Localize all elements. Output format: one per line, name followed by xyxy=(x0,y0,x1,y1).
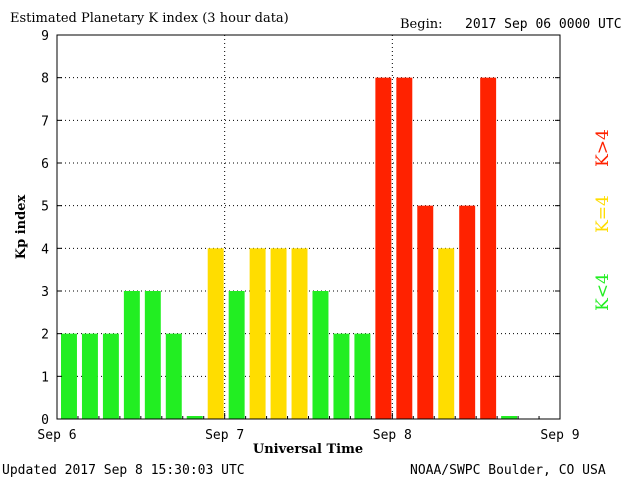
bars: Sep 6 00: 2Sep 6 03: 2Sep 6 06: 2Sep 6 0… xyxy=(61,77,518,420)
kp-bar: Sep 7 12: 3 xyxy=(312,291,329,419)
x-tick-label: Sep 9 xyxy=(540,428,579,443)
kp-bar: Sep 7 09: 4 xyxy=(291,248,308,419)
kp-bar: Sep 7 21: 8 xyxy=(375,77,392,420)
kp-bar: Sep 7 15: 2 xyxy=(333,333,350,419)
kp-bar: Sep 8 15: 0 xyxy=(501,416,518,419)
grid-lines xyxy=(57,35,560,419)
y-tick-label: 5 xyxy=(41,200,49,215)
x-axis-label: Universal Time xyxy=(253,442,363,457)
x-tick-label: Sep 6 xyxy=(37,428,76,443)
x-tick-label: Sep 8 xyxy=(373,428,412,443)
kp-bar: Sep 7 00: 3 xyxy=(228,291,245,419)
y-tick-label: 0 xyxy=(41,413,49,428)
y-tick-label: 6 xyxy=(41,157,49,172)
kp-bar: Sep 6 06: 2 xyxy=(102,333,119,419)
x-tick-label: Sep 7 xyxy=(205,428,244,443)
kp-bar: Sep 8 09: 5 xyxy=(459,205,476,419)
kp-bar: Sep 7 03: 4 xyxy=(249,248,266,419)
x-axis-ticks: Sep 6 Sep 7 Sep 8 Sep 9 xyxy=(37,413,580,443)
y-tick-label: 3 xyxy=(41,285,49,300)
kp-bar: Sep 8 00: 8 xyxy=(396,77,413,420)
kp-bar: Sep 6 03: 2 xyxy=(81,333,98,419)
legend-k-equals-4: K=4 xyxy=(593,195,613,233)
kp-bar: Sep 6 12: 3 xyxy=(144,291,161,419)
updated-timestamp: Updated 2017 Sep 8 15:30:03 UTC xyxy=(2,463,245,478)
y-tick-label: 2 xyxy=(41,328,49,343)
legend-k-below-4: K<4 xyxy=(593,273,613,311)
source-credit: NOAA/SWPC Boulder, CO USA xyxy=(410,463,606,478)
kp-bar: Sep 6 21: 4 xyxy=(207,248,224,419)
kp-bar: Sep 8 03: 5 xyxy=(417,205,434,419)
y-tick-label: 8 xyxy=(41,72,49,87)
kp-bar: Sep 7 18: 2 xyxy=(354,333,371,419)
y-axis-ticks: 0 1 2 3 4 5 6 7 8 9 xyxy=(41,29,560,428)
y-tick-label: 9 xyxy=(41,29,49,44)
y-axis-label: Kp index xyxy=(14,195,29,260)
chart-title: Estimated Planetary K index (3 hour data… xyxy=(10,11,289,26)
kp-bar: Sep 6 15: 2 xyxy=(165,333,182,419)
kp-bar: Sep 6 00: 2 xyxy=(61,333,77,419)
y-tick-label: 4 xyxy=(41,242,49,257)
kp-bar: Sep 7 06: 4 xyxy=(270,248,287,419)
kp-bar: Sep 6 09: 3 xyxy=(123,291,140,419)
y-tick-label: 7 xyxy=(41,114,49,129)
kp-bar: Sep 8 12: 8 xyxy=(480,77,497,420)
kp-bar: Sep 8 06: 4 xyxy=(438,248,455,419)
legend-k-above-4: K>4 xyxy=(593,129,613,167)
y-tick-label: 1 xyxy=(41,370,49,385)
begin-label: Begin: xyxy=(400,17,442,32)
begin-value: 2017 Sep 06 0000 UTC xyxy=(465,17,622,32)
kp-bar: Sep 6 18: 0 xyxy=(186,416,203,419)
